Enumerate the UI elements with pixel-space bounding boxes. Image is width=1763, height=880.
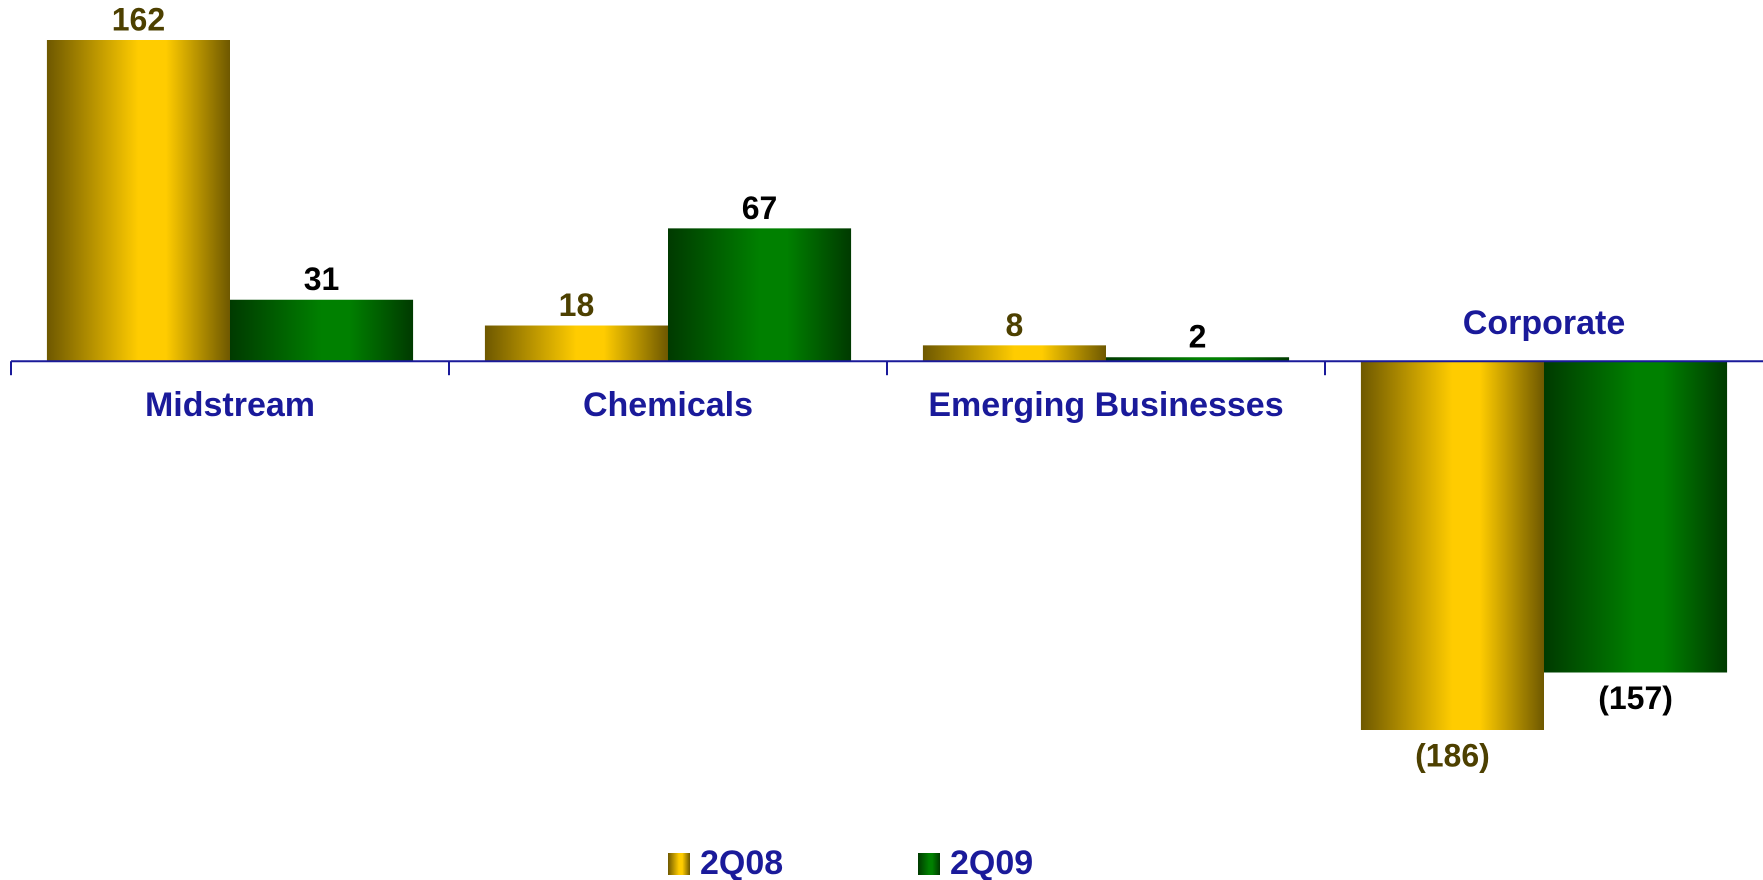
value-label: 162 [112, 1, 165, 37]
bar [1106, 357, 1290, 362]
bar [230, 299, 414, 362]
value-label: 2 [1189, 319, 1207, 355]
legend-label: 2Q09 [950, 844, 1033, 880]
value-label: 8 [1006, 307, 1024, 343]
legend-swatch [668, 853, 690, 875]
bar [46, 40, 230, 362]
value-label: 31 [304, 261, 340, 297]
category-label: Corporate [1463, 304, 1625, 342]
bar [484, 325, 668, 362]
bar [1544, 361, 1728, 673]
value-label: 18 [559, 287, 595, 323]
category-label: Chemicals [583, 386, 753, 424]
value-label: (157) [1598, 680, 1673, 716]
legend-label: 2Q08 [700, 844, 783, 880]
bar [668, 228, 852, 362]
bar [922, 345, 1106, 362]
category-label: Emerging Businesses [928, 386, 1283, 424]
value-label: 67 [742, 190, 778, 226]
legend-swatch [918, 853, 940, 875]
bar [1360, 361, 1544, 730]
category-label: Midstream [145, 386, 315, 424]
value-label: (186) [1415, 737, 1490, 773]
